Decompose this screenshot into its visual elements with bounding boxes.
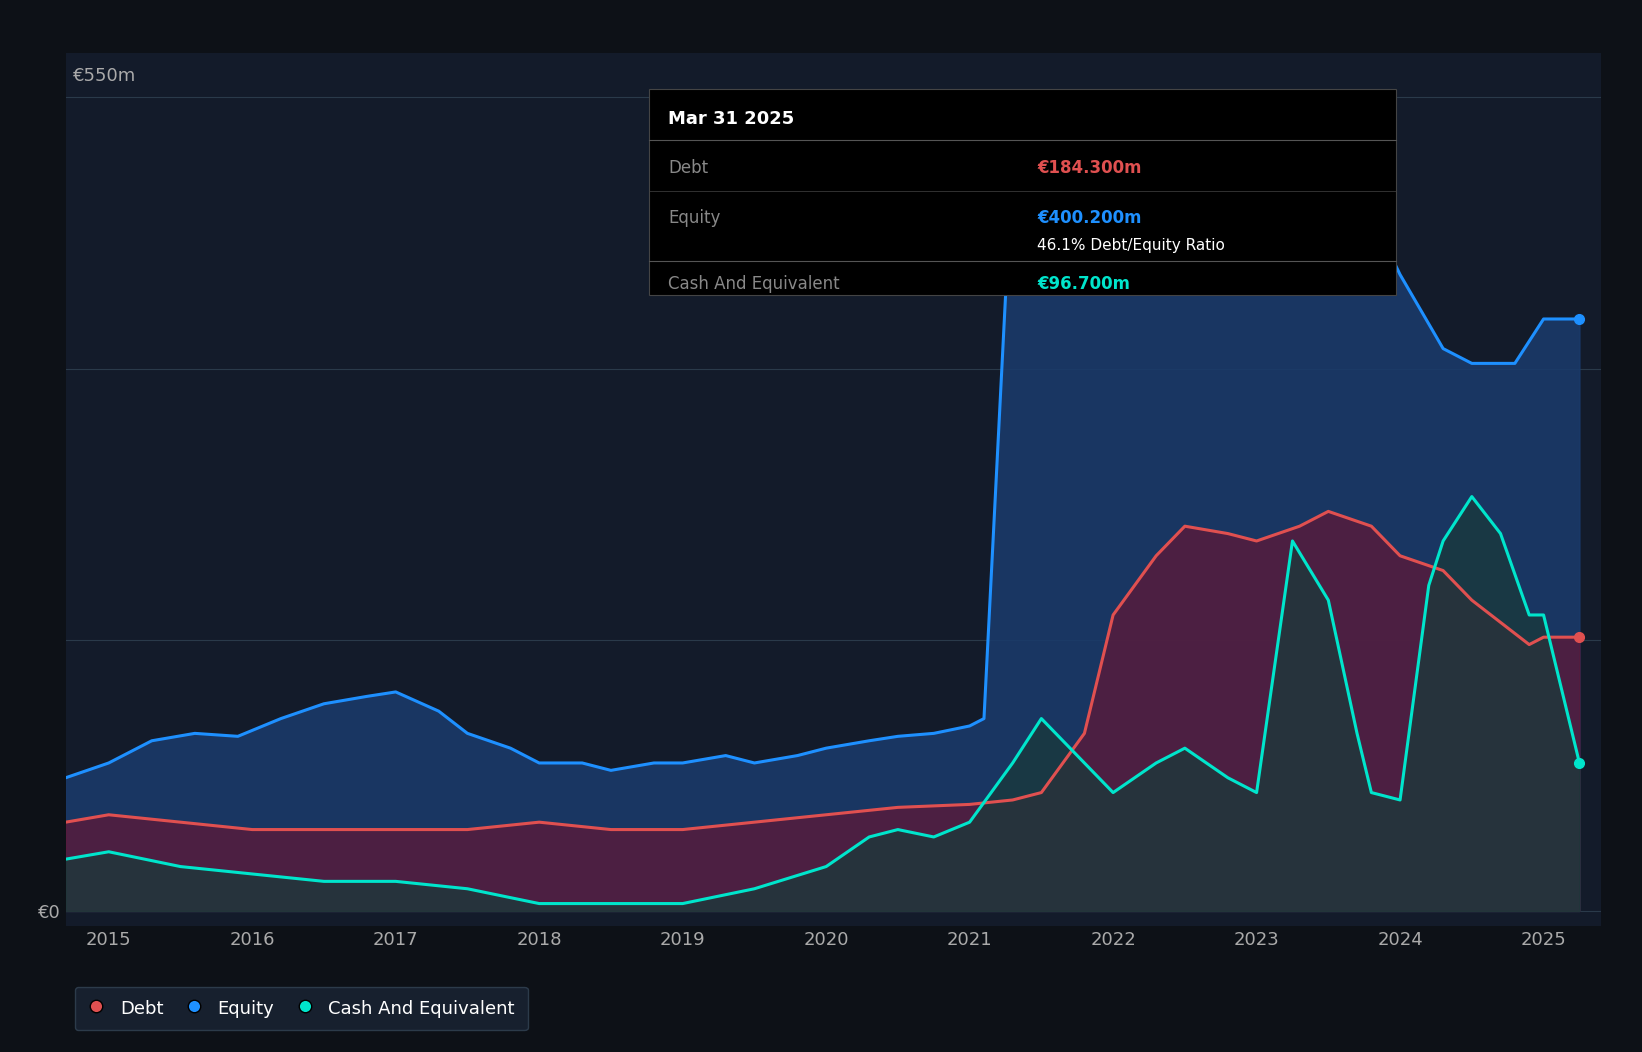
Text: 46.1% Debt/Equity Ratio: 46.1% Debt/Equity Ratio bbox=[1038, 238, 1225, 252]
Text: €400.200m: €400.200m bbox=[1038, 208, 1141, 227]
Text: €550m: €550m bbox=[72, 67, 136, 85]
Text: Cash And Equivalent: Cash And Equivalent bbox=[668, 275, 841, 294]
Text: €96.700m: €96.700m bbox=[1038, 275, 1130, 294]
Text: Debt: Debt bbox=[668, 159, 708, 178]
Text: Mar 31 2025: Mar 31 2025 bbox=[668, 109, 795, 128]
Text: €184.300m: €184.300m bbox=[1038, 159, 1141, 178]
Text: Equity: Equity bbox=[668, 208, 721, 227]
Legend: Debt, Equity, Cash And Equivalent: Debt, Equity, Cash And Equivalent bbox=[74, 987, 527, 1030]
